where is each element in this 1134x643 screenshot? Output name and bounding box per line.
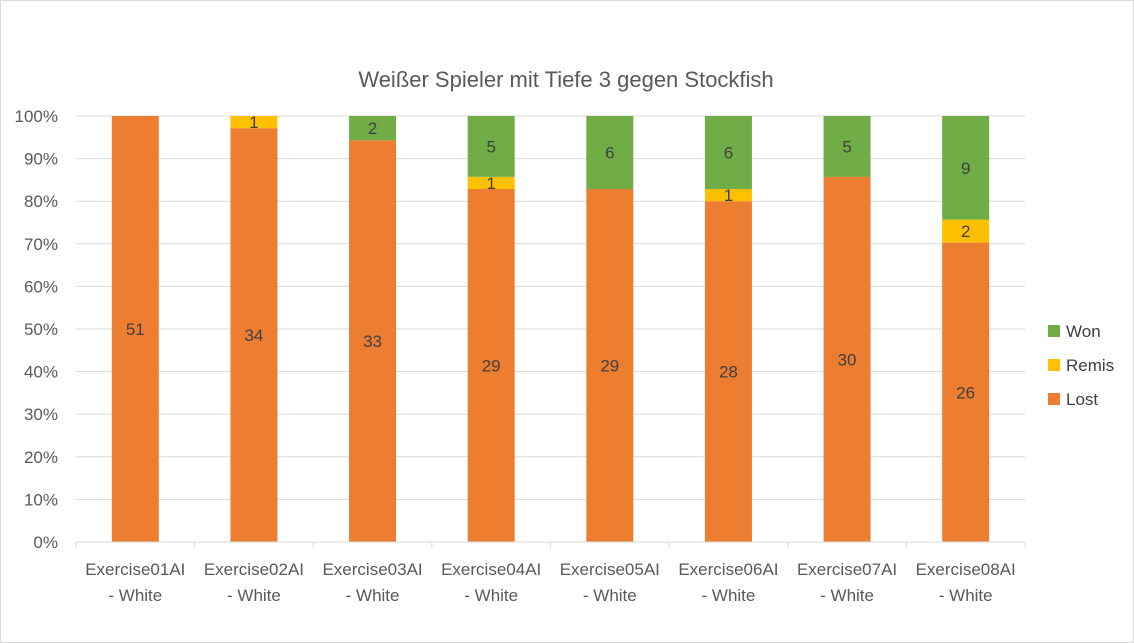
bar-segment-remis — [942, 219, 990, 243]
data-label: 29 — [600, 357, 619, 376]
y-axis: 0% 10% 20% 30% 40% 50% 60% 70% 80% 90% 100% — [15, 107, 58, 552]
y-tick-label: 60% — [24, 277, 58, 296]
y-tick-label: 80% — [24, 192, 58, 211]
x-category-label: - White — [583, 586, 637, 605]
data-label: 28 — [719, 363, 738, 382]
x-category-label: - White — [702, 586, 756, 605]
legend-label-lost: Lost — [1066, 390, 1098, 409]
x-category-label: Exercise01AI — [85, 560, 185, 579]
bar-segment-won — [349, 116, 397, 141]
bar-segment-lost — [823, 176, 871, 542]
bar-segment-lost — [230, 128, 278, 542]
data-label: 29 — [482, 357, 501, 376]
x-category-label: - White — [108, 586, 162, 605]
chart-title: Weißer Spieler mit Tiefe 3 gegen Stockfi… — [358, 67, 773, 92]
legend-label-won: Won — [1066, 322, 1101, 341]
gridlines — [76, 115, 1025, 500]
y-tick-label: 90% — [24, 150, 58, 169]
data-label: 6 — [605, 144, 614, 163]
data-label: 1 — [724, 186, 733, 205]
bar-segment-lost — [704, 201, 752, 542]
x-category-label: - White — [820, 586, 874, 605]
legend-swatch-lost — [1048, 393, 1060, 405]
data-label: 5 — [842, 137, 851, 156]
x-category-label: - White — [346, 586, 400, 605]
y-tick-label: 70% — [24, 235, 58, 254]
bars — [111, 116, 990, 543]
bar-segment-won — [942, 116, 990, 220]
bar-segment-remis — [704, 189, 752, 202]
data-label: 1 — [249, 113, 258, 132]
x-category-label: - White — [939, 586, 993, 605]
y-tick-label: 0% — [33, 533, 58, 552]
x-category-label: Exercise02AI — [204, 560, 304, 579]
x-category-label: Exercise06AI — [678, 560, 778, 579]
y-tick-label: 50% — [24, 320, 58, 339]
data-label: 1 — [486, 174, 495, 193]
x-category-label: - White — [227, 586, 281, 605]
legend-swatch-remis — [1048, 359, 1060, 371]
bar-segment-won — [467, 116, 515, 177]
data-label: 6 — [724, 144, 733, 163]
x-category-label: Exercise05AI — [560, 560, 660, 579]
data-label: 30 — [838, 350, 857, 369]
y-tick-label: 40% — [24, 363, 58, 382]
data-label: 2 — [961, 222, 970, 241]
data-label: 9 — [961, 159, 970, 178]
x-axis: Exercise01AI - White Exercise02AI - White Ex… — [75, 541, 1026, 605]
data-label: 5 — [486, 137, 495, 156]
data-label: 2 — [368, 119, 377, 138]
bar-segment-lost — [467, 189, 515, 542]
bar-segment-won — [823, 116, 871, 177]
x-category-label: Exercise07AI — [797, 560, 897, 579]
y-tick-label: 20% — [24, 448, 58, 467]
x-category-label: Exercise04AI — [441, 560, 541, 579]
y-tick-label: 30% — [24, 405, 58, 424]
data-label: 26 — [956, 383, 975, 402]
bar-segment-remis — [230, 116, 278, 129]
bar-segment-lost — [111, 116, 159, 542]
legend: Won Remis Lost — [1048, 322, 1114, 409]
bar-segment-won — [704, 116, 752, 190]
bar-segment-lost — [349, 140, 397, 543]
data-label: 33 — [363, 332, 382, 351]
data-label: 34 — [244, 326, 263, 345]
legend-label-remis: Remis — [1066, 356, 1114, 375]
y-tick-label: 10% — [24, 490, 58, 509]
legend-swatch-won — [1048, 325, 1060, 337]
bar-segment-lost — [942, 242, 990, 542]
y-tick-label: 100% — [15, 107, 58, 126]
bar-segment-won — [586, 116, 634, 190]
x-category-label: Exercise03AI — [322, 560, 422, 579]
x-category-label: - White — [464, 586, 518, 605]
data-label: 51 — [126, 320, 145, 339]
bar-segment-lost — [586, 189, 634, 542]
bar-segment-remis — [467, 176, 515, 190]
x-category-label: Exercise08AI — [916, 560, 1016, 579]
